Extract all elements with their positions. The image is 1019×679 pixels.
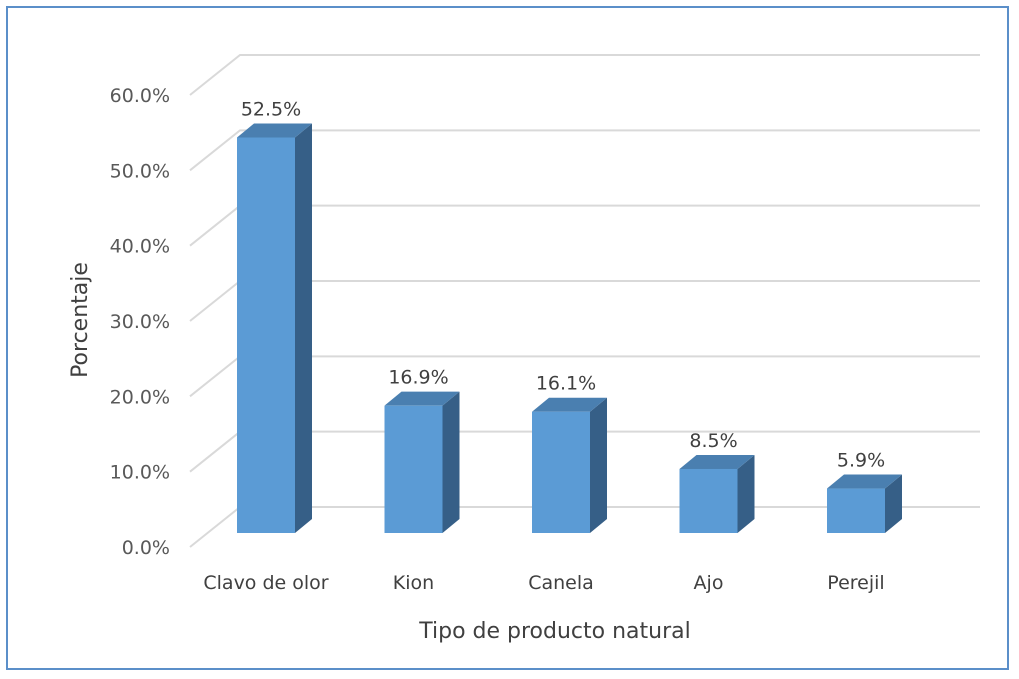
bar-front: [679, 468, 738, 533]
y-axis-ticks: 0.0% 10.0% 20.0% 30.0% 40.0% 50.0% 60.0%: [110, 85, 170, 559]
bar-side: [295, 123, 312, 533]
y-tick-label: 40.0%: [110, 236, 170, 258]
bar-side: [885, 474, 902, 533]
gridline: [189, 54, 980, 96]
y-tick-label: 30.0%: [110, 311, 170, 333]
data-label: 52.5%: [241, 99, 301, 121]
bar-front: [532, 411, 590, 533]
bar: [384, 391, 460, 533]
x-axis-title: Tipo de producto natural: [418, 619, 691, 644]
bar-front: [237, 137, 295, 533]
bar-top: [827, 474, 902, 489]
data-label: 8.5%: [689, 430, 737, 452]
bar-front: [827, 488, 885, 533]
y-axis-title: Porcentaje: [68, 262, 93, 378]
bar-top: [532, 397, 607, 412]
bar-side: [590, 397, 607, 533]
data-label: 16.9%: [388, 367, 448, 389]
y-tick-label: 60.0%: [110, 85, 170, 107]
x-tick-label: Clavo de olor: [203, 572, 328, 594]
bar-top: [237, 123, 312, 138]
bar-top: [679, 454, 755, 469]
chart-frame: [6, 6, 1009, 670]
y-tick-label: 0.0%: [122, 537, 170, 559]
bar-top: [384, 391, 460, 406]
y-tick-label: 20.0%: [110, 386, 170, 408]
data-label: 5.9%: [837, 450, 885, 472]
bars: 52.5% 16.9% 16.1% 8.5% 5.9%: [237, 99, 902, 533]
bar-side: [442, 391, 460, 533]
bar-front: [384, 405, 443, 533]
bar: [679, 454, 755, 533]
x-axis-ticks: Clavo de olor Kion Canela Ajo Perejil: [203, 572, 884, 594]
bar: [827, 474, 902, 533]
y-tick-label: 10.0%: [110, 462, 170, 484]
bar-side: [737, 454, 755, 533]
gridline: [189, 129, 980, 172]
y-tick-label: 50.0%: [110, 160, 170, 182]
x-tick-label: Canela: [528, 572, 594, 594]
bar: [237, 123, 312, 533]
x-tick-label: Kion: [393, 572, 434, 594]
x-tick-label: Perejil: [827, 572, 884, 594]
bar: [532, 397, 607, 533]
data-label: 16.1%: [536, 373, 596, 395]
x-tick-label: Ajo: [694, 572, 724, 594]
